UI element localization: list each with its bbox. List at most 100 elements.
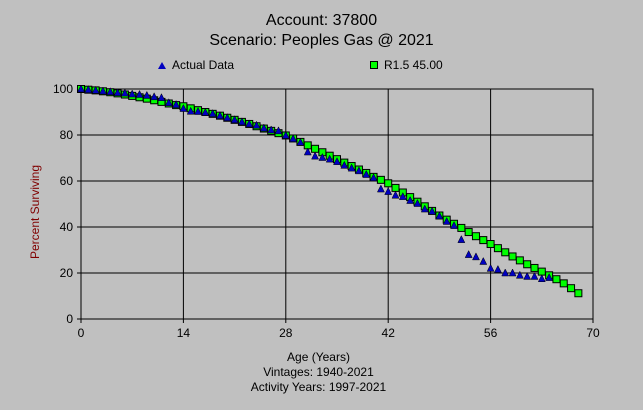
fitted-point <box>486 240 495 249</box>
actual-point <box>201 107 210 116</box>
y-tick-label: 0 <box>66 312 73 326</box>
actual-point <box>179 103 188 112</box>
actual-point <box>91 85 100 94</box>
actual-point <box>230 115 239 124</box>
actual-point <box>413 198 422 207</box>
y-tick-label: 20 <box>60 266 74 280</box>
actual-point <box>194 106 202 115</box>
fitted-point <box>559 279 568 288</box>
activity-years-note: Activity Years: 1997-2021 <box>250 380 387 394</box>
actual-point <box>238 117 246 126</box>
fitted-point <box>464 228 473 237</box>
actual-point <box>376 184 385 193</box>
fitted-point <box>552 275 561 284</box>
actual-point <box>362 170 371 178</box>
plot-frame <box>80 88 594 320</box>
fitted-point <box>311 144 320 153</box>
fitted-point <box>515 256 524 265</box>
fitted-point <box>471 232 480 241</box>
actual-point <box>545 273 554 281</box>
legend-actual: Actual Data <box>158 58 234 72</box>
actual-point <box>120 88 129 97</box>
x-tick-label: 28 <box>279 326 293 340</box>
actual-point <box>259 123 268 132</box>
fitted-point <box>391 183 400 192</box>
actual-point <box>99 86 107 95</box>
actual-point <box>135 89 144 98</box>
actual-point <box>530 271 539 280</box>
actual-point <box>391 190 400 199</box>
actual-point <box>325 154 334 163</box>
actual-point <box>128 89 137 98</box>
fitted-point <box>384 179 393 188</box>
actual-point <box>296 137 305 146</box>
actual-point <box>472 252 480 261</box>
actual-point <box>106 87 115 96</box>
chart-subtitle: Scenario: Peoples Gas @ 2021 <box>209 32 434 49</box>
actual-point <box>208 109 217 117</box>
actual-point <box>464 250 473 258</box>
actual-point <box>223 113 232 121</box>
y-tick-label: 80 <box>60 128 74 142</box>
x-tick-label: 0 <box>78 326 85 340</box>
legend-label: R1.5 45.00 <box>384 58 443 72</box>
x-tick-label: 42 <box>382 326 396 340</box>
y-tick-label: 40 <box>60 220 74 234</box>
actual-point <box>369 173 378 182</box>
x-axis-label: Age (Years) <box>287 350 350 364</box>
actual-point <box>333 157 341 165</box>
fitted-point <box>530 263 539 272</box>
fitted-point <box>567 284 576 293</box>
x-tick-label: 56 <box>484 326 498 340</box>
legend-fitted: R1.5 45.00 <box>370 58 443 72</box>
actual-point <box>515 270 524 279</box>
actual-point <box>340 160 349 169</box>
square-marker-icon <box>370 61 378 69</box>
actual-point <box>186 106 195 115</box>
fitted-point <box>376 175 385 184</box>
actual-point <box>479 256 488 265</box>
actual-point <box>494 264 502 273</box>
actual-point <box>486 263 495 272</box>
actual-point <box>384 187 393 195</box>
actual-point <box>150 92 159 101</box>
actual-point <box>164 98 173 107</box>
fitted-point <box>501 248 510 257</box>
actual-point <box>398 192 407 200</box>
actual-point <box>318 152 327 161</box>
actual-point <box>347 163 356 172</box>
actual-point <box>113 88 122 96</box>
actual-point <box>420 204 429 213</box>
actual-point <box>508 268 517 277</box>
actual-point <box>84 85 93 93</box>
actual-point <box>457 235 466 243</box>
actual-point <box>537 274 546 282</box>
actual-point <box>428 206 436 215</box>
actual-point <box>281 130 290 139</box>
vintages-note: Vintages: 1940-2021 <box>263 365 374 379</box>
actual-point <box>311 151 319 160</box>
actual-point <box>303 147 312 156</box>
y-tick-label: 60 <box>60 174 74 188</box>
triangle-marker-icon <box>158 62 166 69</box>
fitted-point <box>523 260 532 269</box>
fitted-point <box>479 236 488 245</box>
actual-point <box>501 268 510 277</box>
actual-point <box>523 271 532 280</box>
actual-point <box>406 195 415 204</box>
actual-point <box>252 120 261 129</box>
fitted-point <box>508 252 517 261</box>
legend-label: Actual Data <box>172 58 235 72</box>
actual-point <box>267 125 276 134</box>
actual-point <box>245 119 254 128</box>
actual-point <box>450 221 458 229</box>
actual-point <box>157 93 166 101</box>
actual-point <box>77 84 85 93</box>
fitted-point <box>537 267 546 276</box>
actual-point <box>435 211 444 220</box>
fitted-point <box>457 223 466 232</box>
actual-point <box>289 134 298 142</box>
y-tick-label: 100 <box>53 82 73 96</box>
x-tick-label: 70 <box>586 326 600 340</box>
